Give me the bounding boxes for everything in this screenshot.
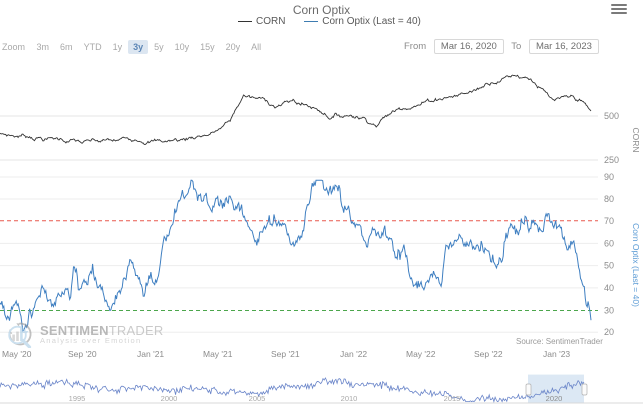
svg-text:2005: 2005 (249, 394, 266, 403)
svg-text:2020: 2020 (546, 394, 563, 403)
svg-text:1995: 1995 (69, 394, 86, 403)
svg-text:2000: 2000 (161, 394, 178, 403)
svg-text:2010: 2010 (341, 394, 358, 403)
svg-text:2015: 2015 (444, 394, 461, 403)
